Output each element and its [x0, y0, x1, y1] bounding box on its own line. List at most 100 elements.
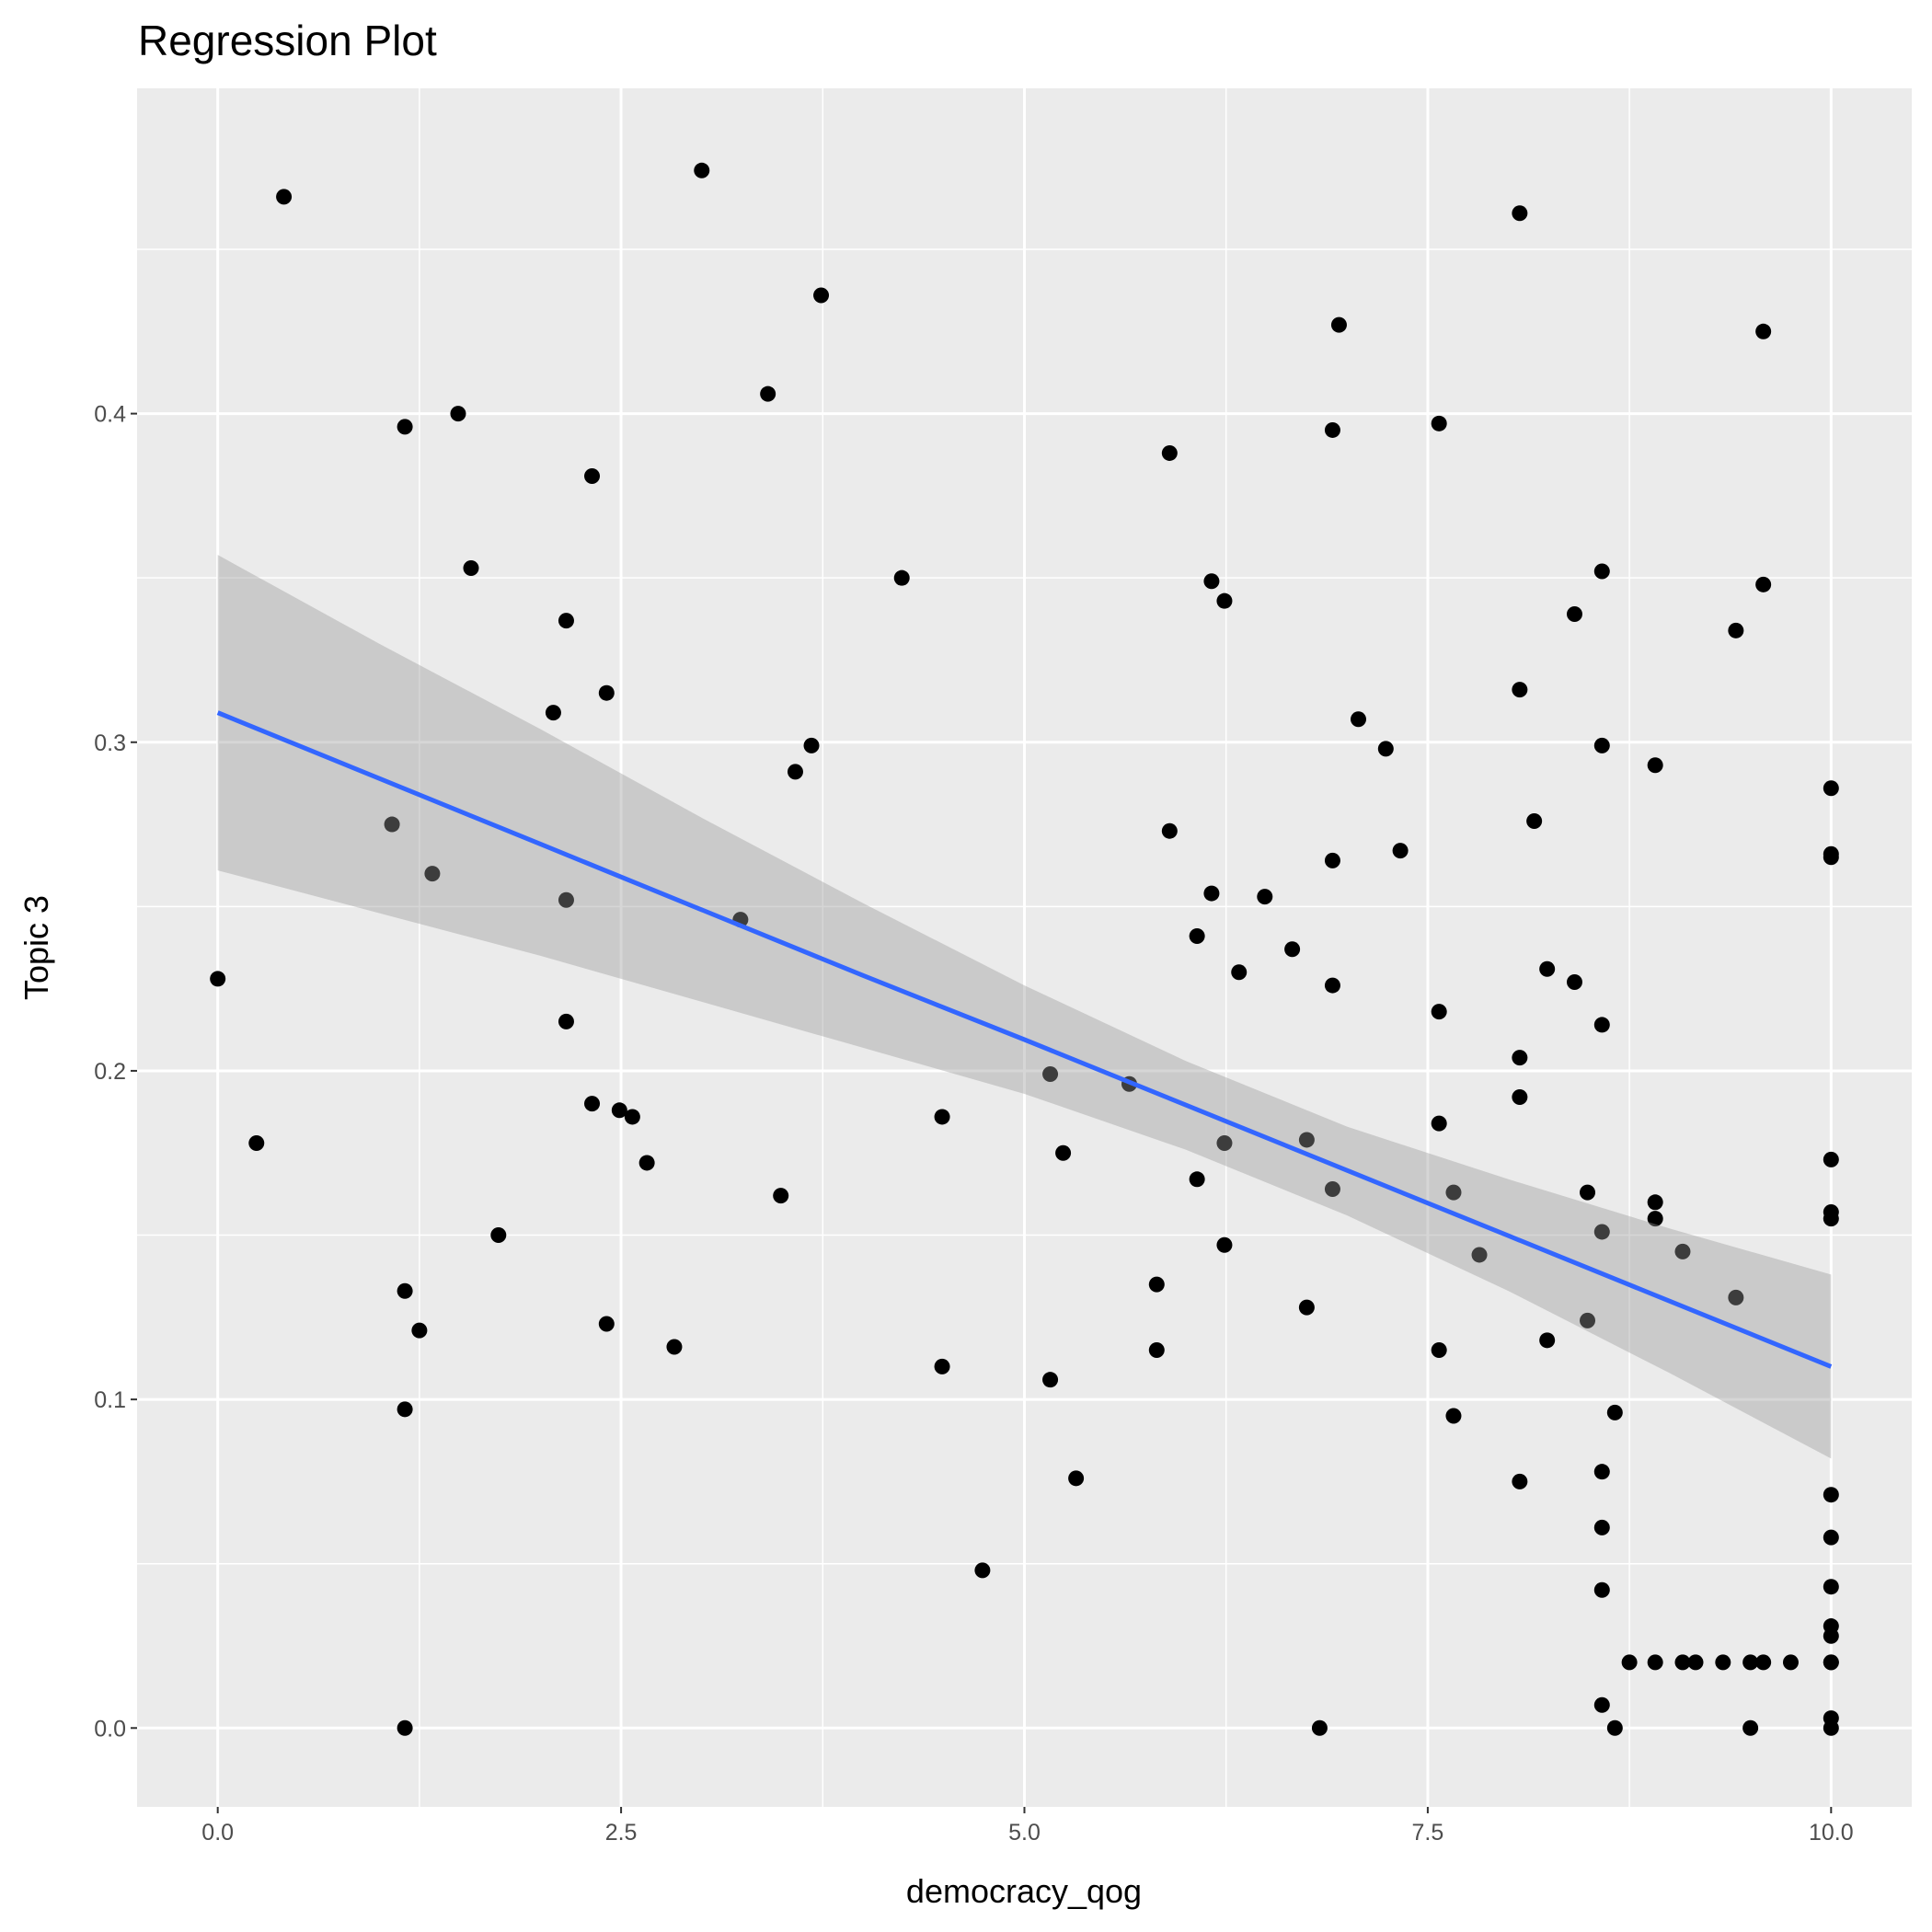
data-point: [1148, 1342, 1165, 1359]
data-point: [934, 1358, 950, 1374]
data-point: [397, 1401, 413, 1418]
data-point: [1823, 1211, 1839, 1227]
data-point: [1189, 1171, 1205, 1188]
data-point: [787, 764, 803, 780]
data-point: [1431, 1115, 1447, 1132]
data-point: [1512, 205, 1528, 222]
data-point: [803, 737, 820, 753]
data-point: [1257, 889, 1273, 905]
data-point: [1593, 1224, 1610, 1240]
data-point: [1823, 1719, 1839, 1736]
x-tick-label: 10.0: [1809, 1820, 1854, 1846]
data-point: [1324, 852, 1340, 868]
data-point: [1593, 737, 1610, 753]
data-point: [397, 419, 413, 435]
data-point: [1068, 1470, 1085, 1487]
data-point: [1782, 1654, 1799, 1671]
data-point: [694, 162, 710, 178]
data-point: [1377, 741, 1394, 757]
y-tick-label: 0.3: [94, 730, 126, 756]
data-point: [1823, 780, 1839, 797]
data-point: [1311, 1719, 1328, 1736]
data-point: [1742, 1654, 1759, 1671]
y-axis-title: Topic 3: [17, 895, 55, 1000]
data-point: [1593, 1519, 1610, 1535]
data-point: [1330, 316, 1347, 333]
data-point: [1823, 1579, 1839, 1595]
data-point: [1593, 1017, 1610, 1033]
data-point: [1647, 1211, 1663, 1227]
data-point: [1566, 605, 1582, 622]
data-point: [424, 866, 441, 882]
data-point: [1593, 563, 1610, 580]
x-tick-label: 5.0: [1008, 1820, 1041, 1846]
data-point: [558, 613, 574, 629]
major-gridlines: [137, 88, 1912, 1807]
data-point: [1324, 977, 1340, 994]
data-points: [210, 162, 1839, 1736]
data-point: [1042, 1372, 1059, 1388]
data-point: [1606, 1719, 1623, 1736]
data-point: [1042, 1066, 1059, 1083]
data-point: [1647, 757, 1663, 774]
confidence-band: [217, 555, 1832, 1459]
x-tick-label: 2.5: [605, 1820, 638, 1846]
data-point: [1431, 1004, 1447, 1020]
data-point: [1823, 1529, 1839, 1546]
data-point: [1216, 1236, 1233, 1253]
data-point: [411, 1322, 428, 1339]
data-point: [1823, 1151, 1839, 1167]
data-point: [1606, 1404, 1623, 1420]
data-point: [1216, 1135, 1233, 1152]
data-point: [1539, 960, 1556, 977]
data-point: [1471, 1247, 1488, 1263]
data-point: [1216, 592, 1233, 609]
data-point: [450, 406, 466, 422]
data-point: [1512, 682, 1528, 698]
data-point: [1823, 1487, 1839, 1503]
data-point: [1580, 1312, 1596, 1328]
data-point: [545, 705, 561, 721]
data-point: [1512, 1050, 1528, 1066]
data-point: [1298, 1299, 1315, 1316]
data-point: [1526, 812, 1543, 829]
data-point: [1728, 1289, 1744, 1305]
data-point: [1161, 822, 1178, 839]
data-point: [397, 1719, 413, 1736]
data-point: [1055, 1144, 1072, 1161]
y-tick-label: 0.0: [94, 1716, 126, 1742]
data-point: [974, 1562, 991, 1579]
regression-line: [216, 710, 1833, 1369]
data-point: [1823, 1627, 1839, 1644]
data-point: [1593, 1464, 1610, 1480]
data-point: [1674, 1654, 1691, 1671]
data-point: [598, 1316, 615, 1332]
data-point: [1539, 1332, 1556, 1349]
y-axis-ticks: 0.0 0.1 0.2 0.3 0.4: [94, 402, 137, 1742]
data-point: [1593, 1696, 1610, 1713]
data-point: [1203, 573, 1220, 590]
data-point: [760, 385, 776, 402]
data-point: [813, 287, 830, 304]
data-point: [1823, 1654, 1839, 1671]
data-point: [1431, 1342, 1447, 1359]
data-point: [584, 1096, 601, 1112]
data-point: [1324, 421, 1340, 438]
data-point: [558, 891, 574, 908]
data-point: [1431, 415, 1447, 431]
x-tick-label: 0.0: [201, 1820, 234, 1846]
data-point: [611, 1102, 627, 1119]
data-point: [666, 1339, 683, 1355]
x-axis-ticks: 0.0 2.5 5.0 7.5 10.0: [201, 1807, 1854, 1846]
data-point: [893, 569, 910, 586]
data-point: [463, 559, 479, 576]
data-point: [1351, 711, 1367, 728]
data-point: [624, 1109, 640, 1125]
data-point: [1621, 1654, 1638, 1671]
data-point: [1674, 1243, 1691, 1259]
data-point: [490, 1227, 507, 1244]
data-point: [1189, 927, 1205, 944]
data-point: [397, 1282, 413, 1299]
data-point: [584, 467, 601, 484]
